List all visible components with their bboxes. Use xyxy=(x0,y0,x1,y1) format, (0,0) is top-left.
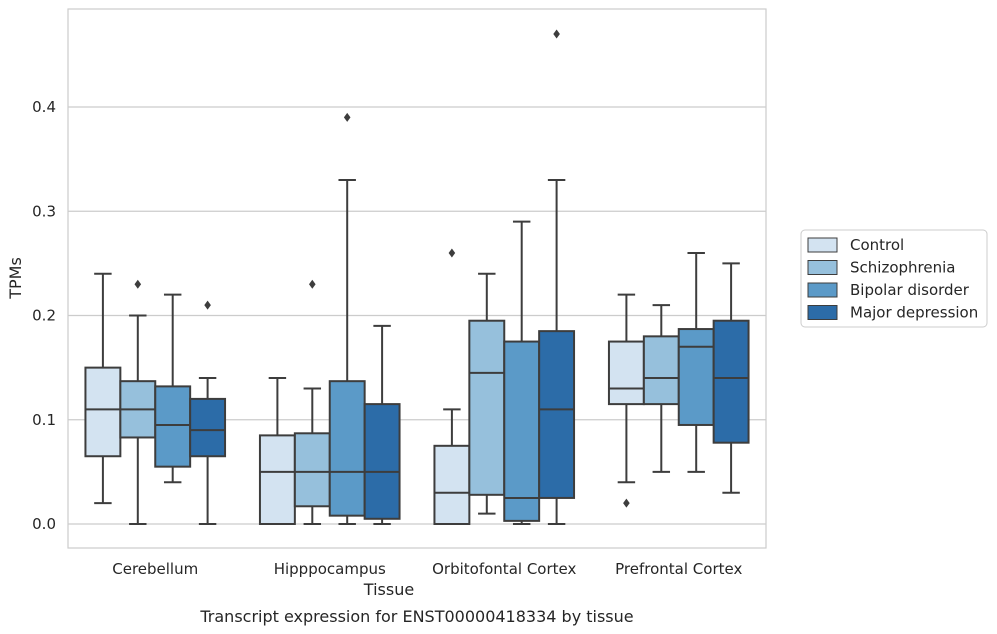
box-iqr xyxy=(712,319,750,444)
y-axis-label: TPMs xyxy=(6,257,25,300)
box-iqr xyxy=(607,340,645,406)
y-tick-label: 0.2 xyxy=(32,307,56,325)
box-iqr xyxy=(468,319,506,496)
outlier-point xyxy=(448,248,456,258)
box-iqr xyxy=(538,330,576,499)
outlier-point xyxy=(553,29,560,39)
box-schizophrenia xyxy=(642,304,680,473)
y-tick-label: 0.1 xyxy=(32,411,56,429)
box-iqr xyxy=(154,385,192,468)
box-iqr xyxy=(189,397,227,458)
figure-caption: Transcript expression for ENST0000041833… xyxy=(199,607,633,626)
box-schizophrenia xyxy=(468,272,506,515)
box-control xyxy=(84,272,122,505)
box-iqr xyxy=(503,340,541,522)
box-iqr xyxy=(642,335,680,406)
y-tick-label: 0.4 xyxy=(32,98,56,116)
box-iqr xyxy=(677,328,715,426)
box-iqr xyxy=(84,366,122,458)
outlier-point xyxy=(134,279,142,289)
legend-label: Schizophrenia xyxy=(850,259,955,277)
legend-label: Major depression xyxy=(850,304,978,322)
box-schizophrenia xyxy=(293,279,331,525)
boxes-layer xyxy=(84,29,750,526)
box-iqr xyxy=(433,444,471,525)
legend-label: Bipolar disorder xyxy=(850,281,970,299)
box-bipolar-disorder xyxy=(328,112,366,525)
outlier-point xyxy=(309,279,316,289)
legend-label: Control xyxy=(850,236,904,254)
box-bipolar-disorder xyxy=(503,220,541,525)
y-tick-labels: 0.0 0.1 0.2 0.3 0.4 xyxy=(32,98,56,533)
legend-items: Control Schizophrenia Bipolar disorder Majo… xyxy=(807,236,978,322)
outlier-point xyxy=(204,300,211,310)
box-iqr xyxy=(363,403,401,520)
outlier-point xyxy=(623,498,630,508)
plot-frame xyxy=(67,8,767,549)
x-tick-label: Prefrontal Cortex xyxy=(615,560,742,578)
x-axis-label: Tissue xyxy=(363,580,414,599)
legend-swatch xyxy=(807,237,838,253)
legend: Control Schizophrenia Bipolar disorder Majo… xyxy=(800,229,988,328)
legend-swatch xyxy=(807,282,838,298)
box-schizophrenia xyxy=(119,279,157,525)
box-major-depression xyxy=(189,300,227,525)
box-major-depression xyxy=(363,324,401,525)
x-tick-label: Orbitofontal Cortex xyxy=(432,560,576,578)
box-iqr xyxy=(328,380,366,517)
box-iqr xyxy=(293,432,331,508)
box-bipolar-disorder xyxy=(154,293,192,484)
box-major-depression xyxy=(538,29,576,525)
box-control xyxy=(433,248,471,525)
outlier-point xyxy=(343,112,351,122)
box-iqr xyxy=(258,434,296,526)
legend-swatch xyxy=(807,260,838,275)
legend-frame xyxy=(800,229,988,328)
y-tick-label: 0.3 xyxy=(32,202,56,220)
legend-swatch xyxy=(807,305,838,320)
x-tick-label: Cerebellum xyxy=(112,560,198,578)
box-major-depression xyxy=(712,262,750,494)
box-control xyxy=(607,293,645,508)
box-control xyxy=(258,377,296,526)
x-tick-label: Hipppocampus xyxy=(274,560,386,578)
y-tick-label: 0.0 xyxy=(32,515,56,533)
box-bipolar-disorder xyxy=(677,251,715,473)
x-tick-labels: Cerebellum Hipppocampus Orbitofontal Corte… xyxy=(112,560,742,578)
